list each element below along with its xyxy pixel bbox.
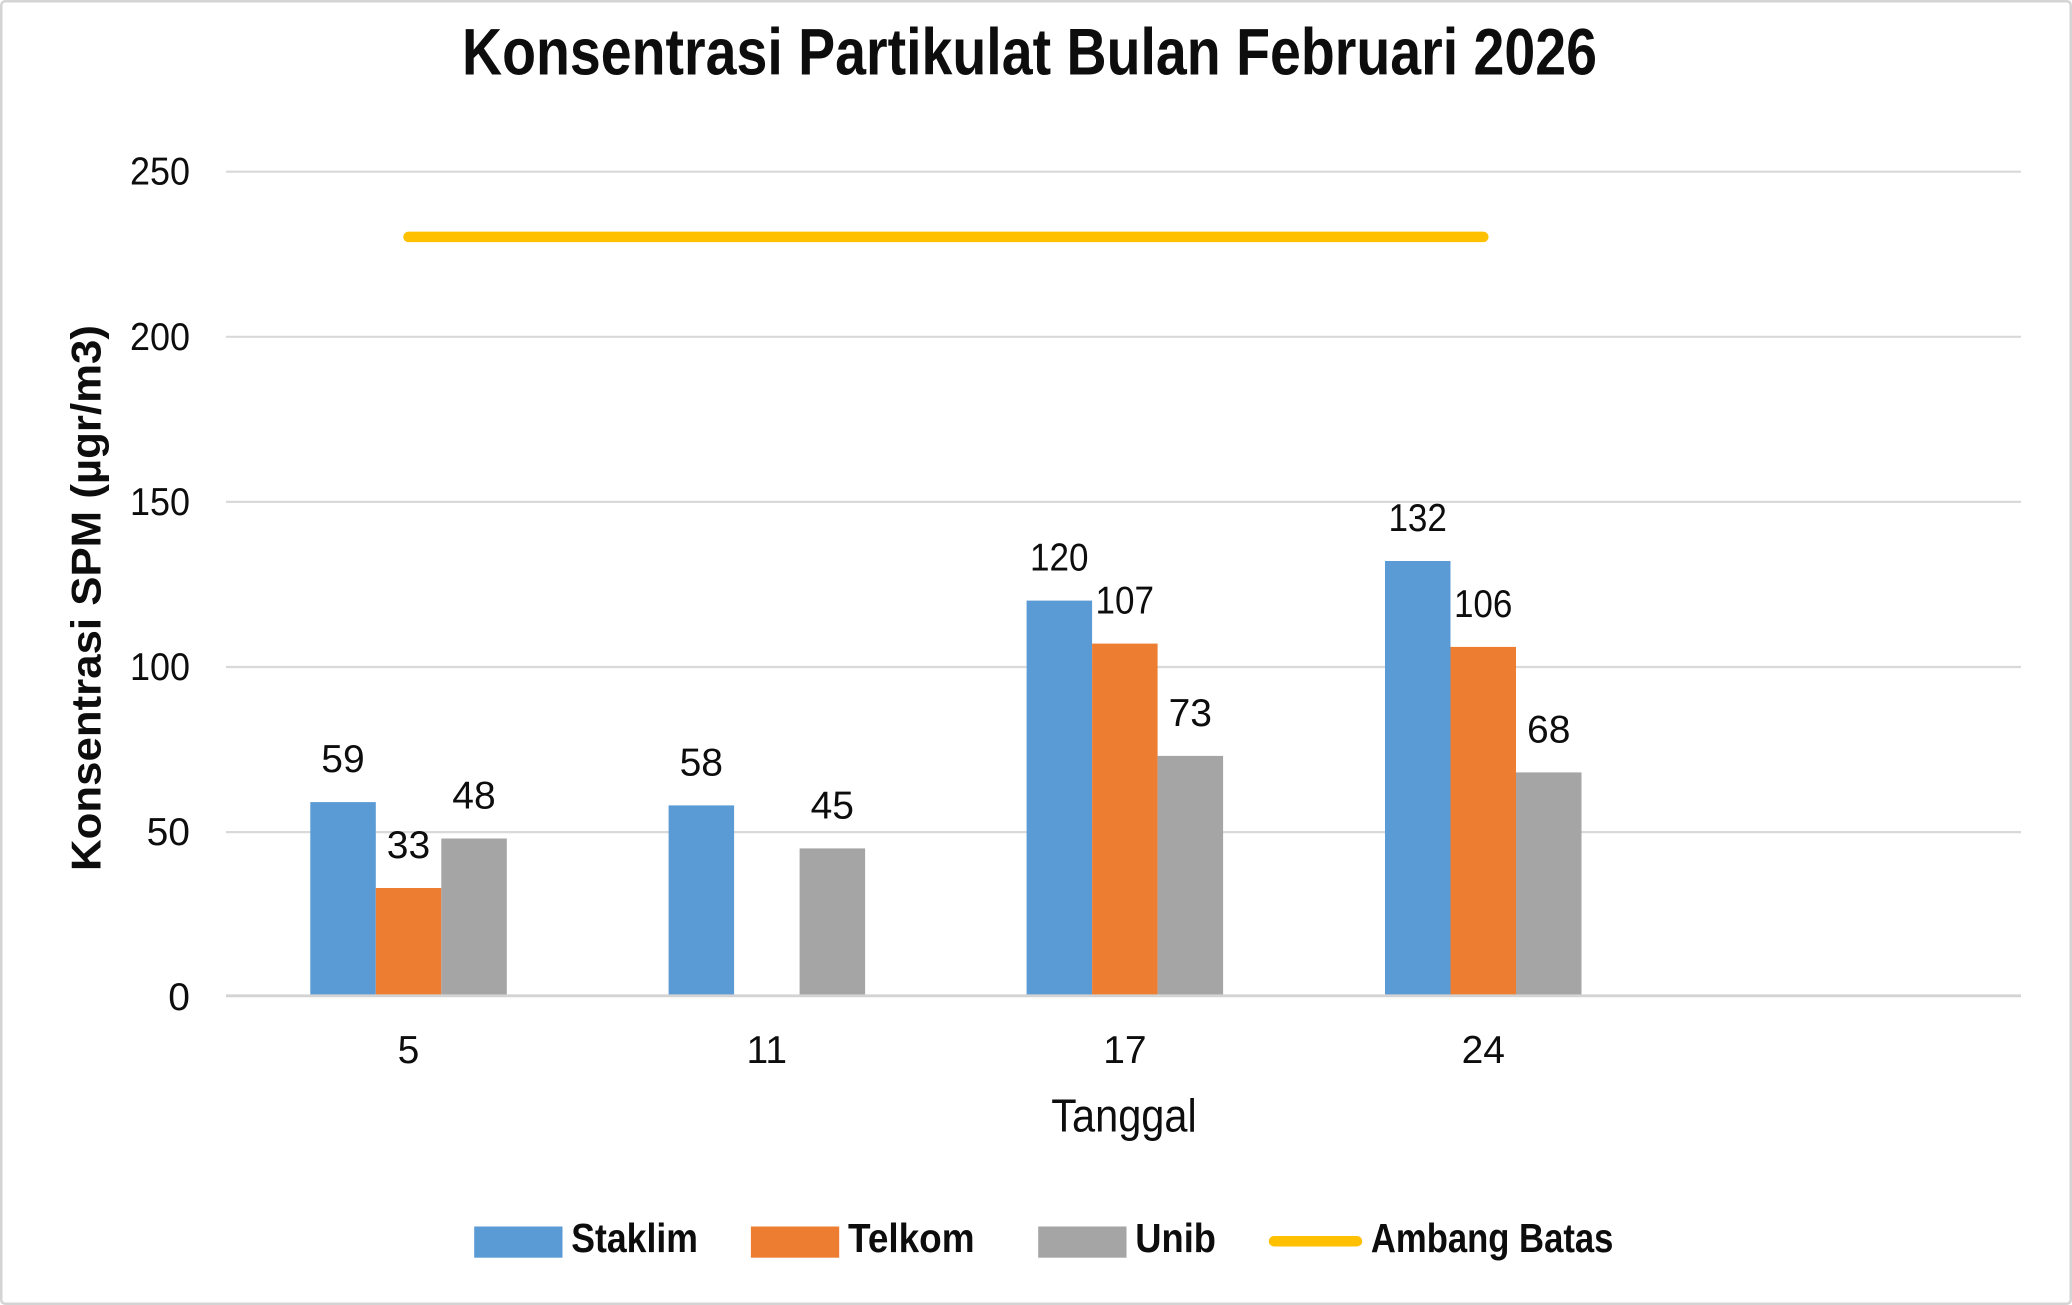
svg-text:58: 58 [680, 741, 723, 784]
svg-text:Tanggal: Tanggal [1051, 1089, 1196, 1141]
svg-text:100: 100 [130, 646, 190, 689]
svg-text:150: 150 [130, 481, 190, 524]
svg-text:33: 33 [387, 824, 430, 867]
svg-text:11: 11 [747, 1029, 788, 1072]
svg-text:5: 5 [398, 1029, 420, 1072]
svg-text:17: 17 [1103, 1029, 1146, 1072]
svg-text:73: 73 [1169, 692, 1212, 735]
svg-text:68: 68 [1527, 708, 1570, 751]
svg-text:106: 106 [1454, 583, 1513, 626]
svg-text:Konsentrasi SPM (µgr/m3): Konsentrasi SPM (µgr/m3) [63, 325, 110, 871]
svg-text:Konsentrasi Partikulat Bulan F: Konsentrasi Partikulat Bulan Februari 20… [462, 14, 1597, 88]
svg-text:0: 0 [168, 976, 190, 1019]
svg-text:59: 59 [321, 738, 364, 781]
svg-text:45: 45 [811, 784, 854, 827]
svg-text:50: 50 [147, 811, 190, 854]
svg-text:120: 120 [1030, 537, 1089, 580]
svg-text:Ambang Batas: Ambang Batas [1371, 1215, 1614, 1261]
svg-text:Telkom: Telkom [848, 1215, 975, 1261]
svg-text:24: 24 [1462, 1029, 1505, 1072]
svg-text:Staklim: Staklim [571, 1215, 698, 1261]
svg-text:107: 107 [1096, 580, 1155, 623]
svg-text:Unib: Unib [1135, 1215, 1216, 1261]
svg-text:132: 132 [1388, 497, 1447, 540]
svg-text:200: 200 [130, 316, 190, 359]
svg-text:48: 48 [452, 775, 495, 818]
svg-text:250: 250 [130, 151, 190, 194]
